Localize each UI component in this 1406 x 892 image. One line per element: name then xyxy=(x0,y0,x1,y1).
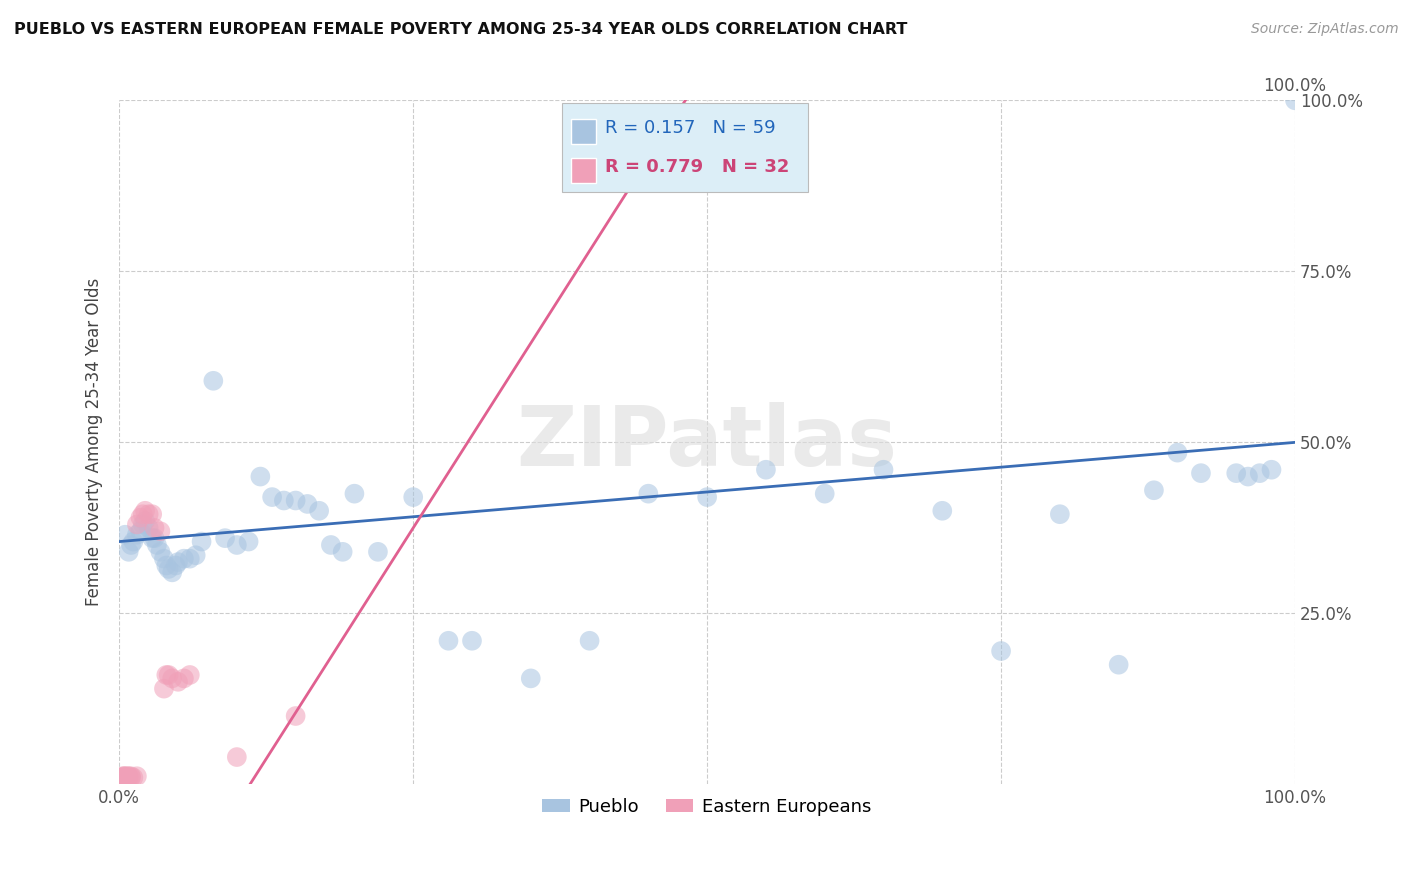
Point xyxy=(155,558,177,573)
Text: Source: ZipAtlas.com: Source: ZipAtlas.com xyxy=(1251,22,1399,37)
Point xyxy=(179,668,201,682)
Point xyxy=(520,672,543,686)
Point xyxy=(1237,469,1260,483)
Point xyxy=(149,545,172,559)
Text: ZIPatlas: ZIPatlas xyxy=(516,402,897,483)
Point xyxy=(308,504,330,518)
Point xyxy=(284,709,307,723)
Legend: Pueblo, Eastern Europeans: Pueblo, Eastern Europeans xyxy=(536,791,879,823)
Point xyxy=(273,493,295,508)
Point xyxy=(284,493,307,508)
Point xyxy=(157,562,180,576)
Point xyxy=(122,771,145,785)
Point xyxy=(141,507,163,521)
Point xyxy=(1143,483,1166,498)
Point xyxy=(125,527,148,541)
Point xyxy=(367,545,389,559)
Point xyxy=(814,486,837,500)
Point xyxy=(122,534,145,549)
Point xyxy=(143,531,166,545)
Text: PUEBLO VS EASTERN EUROPEAN FEMALE POVERTY AMONG 25-34 YEAR OLDS CORRELATION CHAR: PUEBLO VS EASTERN EUROPEAN FEMALE POVERT… xyxy=(14,22,907,37)
Point xyxy=(696,490,718,504)
Point xyxy=(1225,466,1247,480)
Point xyxy=(872,463,894,477)
Point xyxy=(225,750,247,764)
Point xyxy=(132,507,155,521)
Point xyxy=(111,771,134,785)
Point xyxy=(155,668,177,682)
Point xyxy=(153,551,176,566)
Point xyxy=(112,769,135,783)
Point xyxy=(202,374,225,388)
Point xyxy=(184,548,207,562)
Point xyxy=(157,668,180,682)
Y-axis label: Female Poverty Among 25-34 Year Olds: Female Poverty Among 25-34 Year Olds xyxy=(86,278,103,607)
Point xyxy=(167,674,190,689)
Point xyxy=(138,521,160,535)
Point xyxy=(319,538,342,552)
Point xyxy=(114,527,136,541)
Point xyxy=(402,490,425,504)
Point xyxy=(179,551,201,566)
Point xyxy=(437,633,460,648)
Point xyxy=(132,517,155,532)
Point xyxy=(167,555,190,569)
Point xyxy=(111,771,134,785)
Point xyxy=(173,672,195,686)
Text: R = 0.779   N = 32: R = 0.779 N = 32 xyxy=(605,158,789,176)
Point xyxy=(112,771,135,785)
Point xyxy=(214,531,236,545)
Point xyxy=(461,633,484,648)
Point xyxy=(118,771,141,785)
Point xyxy=(153,681,176,696)
Point xyxy=(111,769,134,783)
Point xyxy=(343,486,366,500)
Point xyxy=(114,769,136,783)
Point xyxy=(225,538,247,552)
Point xyxy=(118,545,141,559)
Point xyxy=(262,490,284,504)
Point xyxy=(637,486,659,500)
Point xyxy=(238,534,260,549)
Point xyxy=(1049,507,1071,521)
Point xyxy=(1249,466,1271,480)
Point xyxy=(1166,445,1188,459)
Point xyxy=(114,771,136,785)
Point xyxy=(115,771,138,785)
Point xyxy=(990,644,1012,658)
Point xyxy=(138,507,160,521)
Point xyxy=(160,672,183,686)
Point xyxy=(117,769,139,783)
Point xyxy=(118,769,141,783)
Point xyxy=(1108,657,1130,672)
Point xyxy=(931,504,953,518)
Point xyxy=(165,558,187,573)
Point xyxy=(249,469,271,483)
Point xyxy=(160,566,183,580)
Text: R = 0.157   N = 59: R = 0.157 N = 59 xyxy=(605,119,775,136)
Point xyxy=(141,531,163,545)
Point xyxy=(755,463,778,477)
Point xyxy=(190,534,212,549)
Point xyxy=(125,517,148,532)
Point xyxy=(173,551,195,566)
Point xyxy=(120,769,142,783)
Point xyxy=(146,538,169,552)
Point xyxy=(134,514,156,528)
Point xyxy=(1260,463,1282,477)
Point xyxy=(129,524,152,539)
Point xyxy=(1189,466,1212,480)
Point xyxy=(125,769,148,783)
Point xyxy=(578,633,600,648)
Point xyxy=(120,771,142,785)
Point xyxy=(1284,93,1306,107)
Point xyxy=(129,510,152,524)
Point xyxy=(120,538,142,552)
Point xyxy=(134,504,156,518)
Point xyxy=(297,497,319,511)
Point xyxy=(149,524,172,539)
Point xyxy=(143,521,166,535)
Point xyxy=(332,545,354,559)
